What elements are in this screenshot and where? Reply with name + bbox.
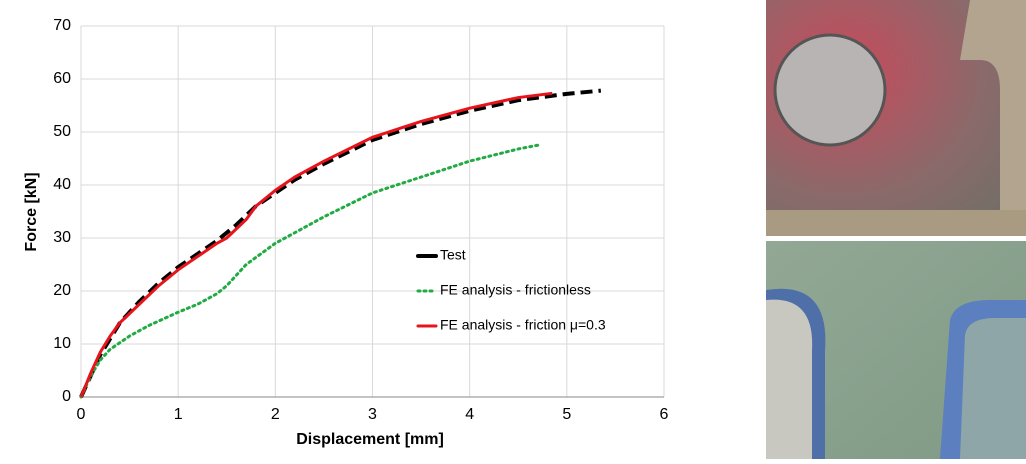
y-tick-label: 70 — [53, 17, 71, 34]
x-tick-label: 1 — [174, 406, 183, 423]
y-tick-label: 20 — [53, 282, 71, 299]
y-tick-label: 40 — [53, 176, 71, 193]
y-tick-label: 30 — [53, 229, 71, 246]
legend-label: Test — [440, 247, 466, 263]
legend-label: FE analysis - friction μ=0.3 — [440, 317, 606, 333]
y-tick-label: 60 — [53, 70, 71, 87]
y-tick-label: 50 — [53, 123, 71, 140]
x-tick-label: 6 — [660, 406, 669, 423]
x-tick-label: 5 — [562, 406, 571, 423]
x-tick-label: 0 — [77, 406, 86, 423]
y-tick-label: 10 — [53, 335, 71, 352]
photo-fe — [766, 241, 1026, 459]
series-line — [79, 143, 540, 399]
photo-test — [766, 0, 1026, 236]
x-tick-label: 2 — [271, 406, 280, 423]
x-axis-label: Displacement [mm] — [296, 431, 444, 448]
plot: 0 10 20 30 40 50 60 70 0 1 2 3 4 5 6 Test FE analysis - … — [53, 17, 668, 423]
series-line — [79, 91, 553, 398]
series-line — [79, 88, 602, 398]
legend-label: FE analysis - frictionless — [440, 282, 591, 298]
y-tick-label: 0 — [62, 388, 71, 405]
x-tick-label: 4 — [465, 406, 474, 423]
y-axis-label: Force [kN] — [23, 172, 40, 251]
x-tick-label: 3 — [368, 406, 377, 423]
